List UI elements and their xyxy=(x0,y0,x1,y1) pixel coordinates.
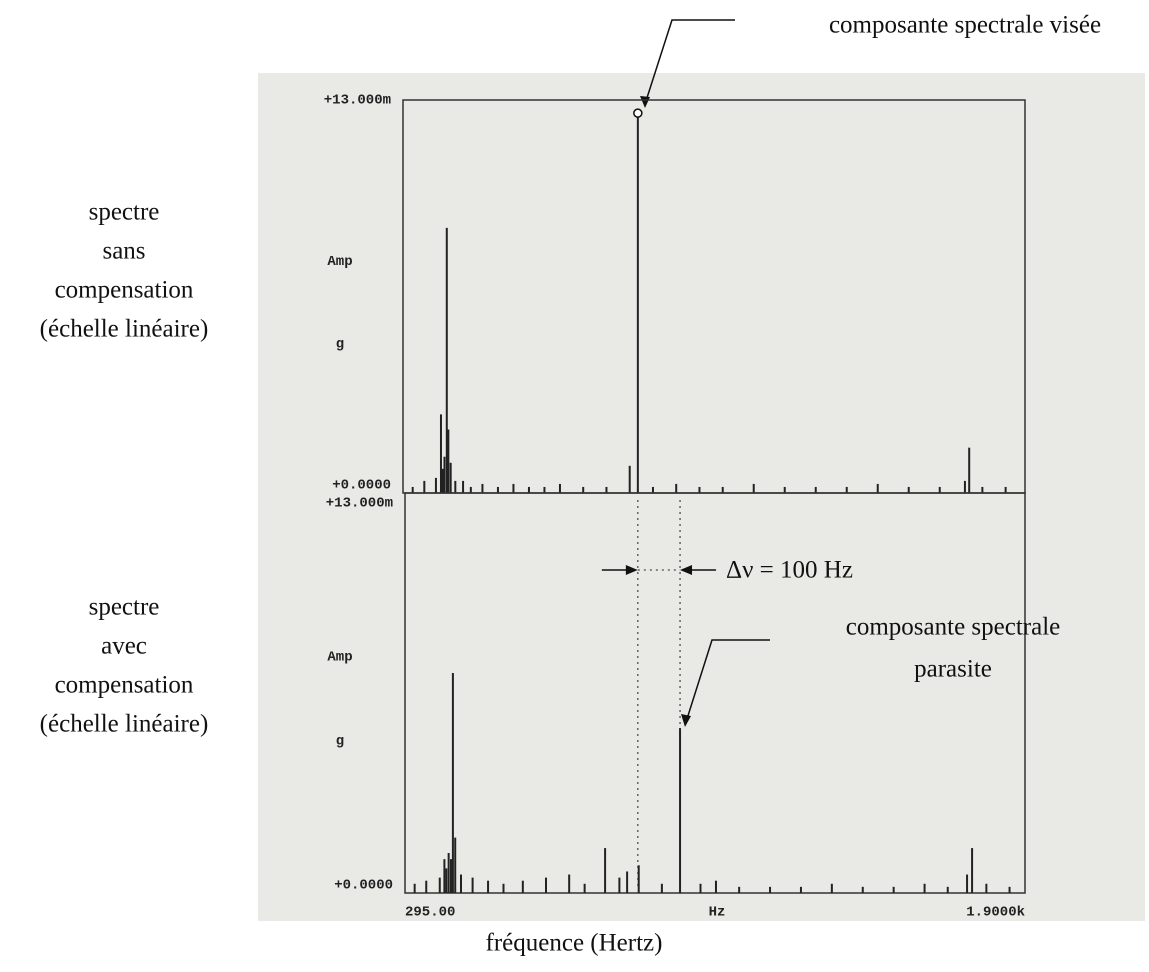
arrow-head xyxy=(681,714,691,727)
side-label: (échelle linéaire) xyxy=(40,711,209,738)
x-label: Hz xyxy=(709,905,726,921)
arrow-head xyxy=(625,565,638,575)
peak-marker xyxy=(633,108,643,118)
y-tick-label: +13.000m xyxy=(326,496,393,512)
annotation: composante spectrale visée xyxy=(829,12,1101,39)
y-label: Amp xyxy=(327,254,352,270)
y-tick-label: +13.000m xyxy=(324,93,391,109)
side-label: spectre xyxy=(89,594,160,621)
annotation: composante spectrale xyxy=(846,614,1061,641)
side-label: compensation xyxy=(55,672,194,699)
annotation: parasite xyxy=(914,656,992,683)
y-unit: g xyxy=(336,336,344,352)
side-label: avec xyxy=(101,633,147,660)
y-unit: g xyxy=(336,734,344,750)
arrow-head xyxy=(680,565,693,575)
side-label: sans xyxy=(102,238,145,265)
leader-line xyxy=(685,639,770,723)
y-label: Amp xyxy=(327,650,352,666)
side-label: (échelle linéaire) xyxy=(40,316,209,343)
side-label: compensation xyxy=(55,277,194,304)
x-tick-label: 295.00 xyxy=(405,905,455,921)
side-label: spectre xyxy=(89,199,160,226)
delta-label: Δν = 100 Hz xyxy=(726,557,853,584)
y-tick-label: +0.0000 xyxy=(334,878,393,894)
leader-line xyxy=(644,19,735,105)
x-tick-label: 1.9000k xyxy=(966,905,1025,921)
x-title: fréquence (Hertz) xyxy=(486,930,663,957)
y-tick-label: +0.0000 xyxy=(332,478,391,494)
paper xyxy=(258,73,1145,921)
arrow-head xyxy=(640,96,650,108)
